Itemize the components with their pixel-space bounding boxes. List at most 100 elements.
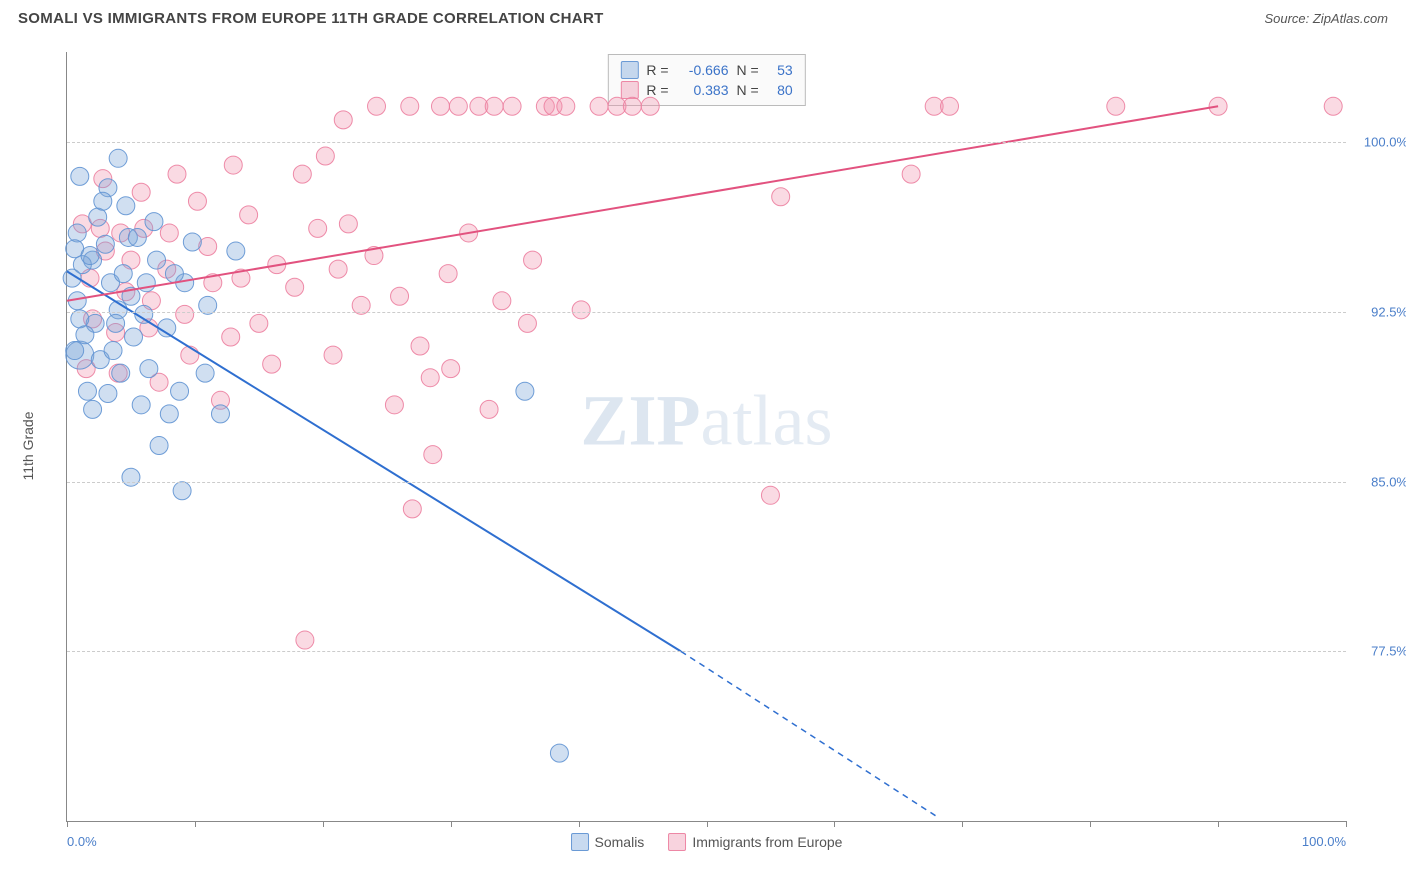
point-b <box>293 165 311 183</box>
bottom-legend-label-b: Immigrants from Europe <box>692 834 842 850</box>
point-a <box>114 265 132 283</box>
x-tick <box>1346 821 1347 827</box>
gridline <box>67 312 1346 313</box>
point-a <box>68 292 86 310</box>
bottom-legend-item-a: Somalis <box>571 833 645 851</box>
point-a <box>101 274 119 292</box>
legend-n-value-b: 80 <box>767 82 793 98</box>
point-a <box>128 228 146 246</box>
y-tick-label: 85.0% <box>1352 474 1406 489</box>
legend-r-label-a: R = <box>646 62 668 78</box>
x-tick <box>962 821 963 827</box>
point-b <box>286 278 304 296</box>
legend-n-label-b: N = <box>737 82 759 98</box>
point-b <box>557 97 575 115</box>
point-b <box>135 219 153 237</box>
point-b <box>109 364 127 382</box>
point-b <box>140 319 158 337</box>
point-b <box>485 97 503 115</box>
point-b <box>401 97 419 115</box>
chart-title: SOMALI VS IMMIGRANTS FROM EUROPE 11TH GR… <box>18 10 604 27</box>
point-b <box>222 328 240 346</box>
point-b <box>941 97 959 115</box>
point-b <box>902 165 920 183</box>
point-a <box>109 301 127 319</box>
legend-swatch-pink <box>620 81 638 99</box>
gridline <box>67 482 1346 483</box>
legend-r-value-b: 0.383 <box>677 82 729 98</box>
point-a <box>109 149 127 167</box>
point-b <box>94 170 112 188</box>
point-a <box>150 437 168 455</box>
point-b <box>158 260 176 278</box>
point-a <box>550 744 568 762</box>
x-tick <box>323 821 324 827</box>
point-a <box>173 482 191 500</box>
x-tick <box>1090 821 1091 827</box>
point-a <box>165 265 183 283</box>
legend-r-value-a: -0.666 <box>677 62 729 78</box>
point-b <box>176 305 194 323</box>
point-a <box>86 314 104 332</box>
point-b <box>91 219 109 237</box>
point-a <box>160 405 178 423</box>
x-tick <box>834 821 835 827</box>
point-b <box>329 260 347 278</box>
point-b <box>470 97 488 115</box>
point-a <box>81 247 99 265</box>
point-b <box>1209 97 1227 115</box>
point-b <box>761 486 779 504</box>
point-b <box>391 287 409 305</box>
point-b <box>536 97 554 115</box>
x-tick <box>579 821 580 827</box>
point-a <box>196 364 214 382</box>
point-a <box>94 192 112 210</box>
point-b <box>411 337 429 355</box>
legend-r-label-b: R = <box>646 82 668 98</box>
point-a <box>107 314 125 332</box>
point-a <box>158 319 176 337</box>
x-label-left: 0.0% <box>67 834 97 849</box>
point-a <box>227 242 245 260</box>
point-a <box>135 305 153 323</box>
point-a <box>112 364 130 382</box>
point-b <box>263 355 281 373</box>
x-tick <box>195 821 196 827</box>
legend-swatch-blue <box>620 61 638 79</box>
point-b <box>211 391 229 409</box>
point-a <box>183 233 201 251</box>
point-a <box>137 274 155 292</box>
watermark: ZIPatlas <box>581 380 833 463</box>
point-a <box>76 326 94 344</box>
bottom-legend-label-a: Somalis <box>595 834 645 850</box>
point-b <box>309 219 327 237</box>
point-a <box>176 274 194 292</box>
point-b <box>368 97 386 115</box>
point-b <box>365 247 383 265</box>
point-a <box>516 382 534 400</box>
legend-n-label-a: N = <box>737 62 759 78</box>
correlation-legend: R = -0.666 N = 53 R = 0.383 N = 80 <box>607 54 805 106</box>
point-a <box>122 287 140 305</box>
x-tick <box>1218 821 1219 827</box>
point-b <box>518 314 536 332</box>
watermark-part1: ZIP <box>581 381 701 461</box>
legend-row-a: R = -0.666 N = 53 <box>620 61 792 79</box>
point-b <box>590 97 608 115</box>
chart-source: Source: ZipAtlas.com <box>1264 11 1388 26</box>
point-b <box>421 369 439 387</box>
point-a <box>117 197 135 215</box>
point-b <box>250 314 268 332</box>
point-b <box>524 251 542 269</box>
point-b <box>480 400 498 418</box>
point-b <box>403 500 421 518</box>
point-a <box>91 351 109 369</box>
gridline <box>67 142 1346 143</box>
watermark-part2: atlas <box>701 381 833 461</box>
y-tick-label: 77.5% <box>1352 644 1406 659</box>
point-a <box>104 342 122 360</box>
point-b <box>96 242 114 260</box>
point-b <box>316 147 334 165</box>
point-b <box>439 265 457 283</box>
bottom-swatch-pink <box>668 833 686 851</box>
